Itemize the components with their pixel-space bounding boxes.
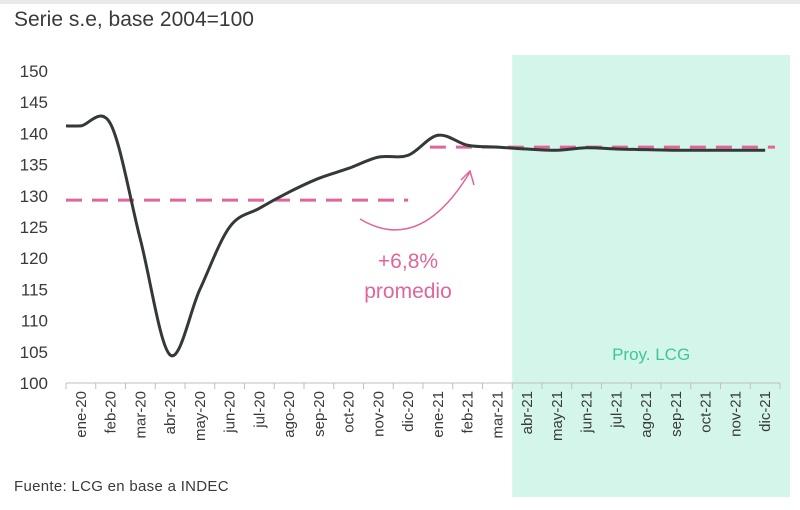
top-border [0,0,800,4]
y-tick-label: 120 [20,249,48,268]
x-tick-label: ago-21 [638,391,655,438]
x-tick-label: nov-20 [370,391,387,437]
source-note: Fuente: LCG en base a INDEC [14,478,229,495]
y-tick-label: 125 [20,218,48,237]
x-tick-label: jul-20 [251,391,268,429]
x-tick-label: feb-21 [460,391,477,434]
x-tick-label: oct-20 [341,391,358,433]
x-tick-label: may-20 [192,391,209,441]
y-tick-label: 150 [20,62,48,81]
x-tick-label: feb-20 [103,391,120,434]
increase-arrow [359,171,471,231]
y-tick-label: 135 [20,156,48,175]
x-tick-label: jun-21 [579,391,596,434]
x-tick-label: ene-20 [73,391,90,438]
y-tick-label: 140 [20,124,48,143]
y-tick-label: 100 [20,374,48,393]
x-tick-label: oct-21 [698,391,715,433]
projection-label: Proy. LCG [612,345,690,364]
x-tick-label: abr-20 [162,391,179,434]
annotation-label: promedio [364,280,452,303]
x-tick-label: ene-21 [430,391,447,438]
annotation-percent: +6,8% [378,250,438,273]
x-tick-label: ago-20 [281,391,298,438]
x-tick-label: jun-20 [222,391,239,434]
x-tick-label: sep-21 [668,391,685,437]
y-tick-label: 105 [20,343,48,362]
y-tick-label: 145 [20,93,48,112]
projection-region [512,55,790,497]
arrowhead-icon [460,169,475,186]
x-tick-label: jul-21 [608,391,625,429]
y-tick-label: 130 [20,187,48,206]
x-tick-label: sep-20 [311,391,328,437]
series-line [65,114,766,358]
x-tick-label: abr-21 [519,391,536,434]
x-tick-label: nov-21 [727,391,744,437]
x-tick-label: dic-20 [400,391,417,432]
chart-title: Serie s.e, base 2004=100 [14,8,254,31]
x-tick-label: mar-20 [132,391,149,439]
y-tick-label: 110 [21,312,48,331]
x-tick-label: mar-21 [489,391,506,439]
x-tick-label: dic-21 [757,391,774,432]
x-tick-label: may-21 [549,391,566,441]
y-tick-label: 115 [21,280,48,299]
